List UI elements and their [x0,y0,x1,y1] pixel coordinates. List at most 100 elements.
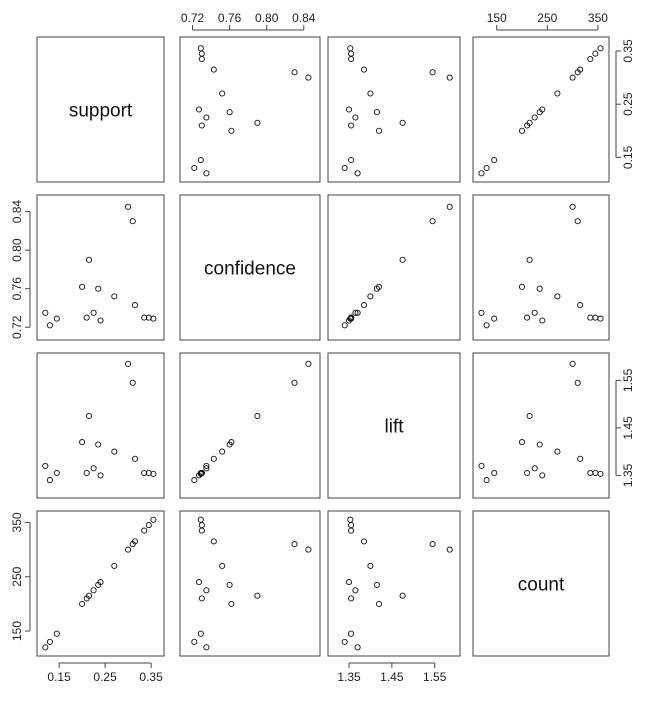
data-point [354,170,361,177]
data-point [198,522,205,529]
data-point [46,638,53,645]
data-point [150,315,157,322]
tick-label: 0.35 [139,670,163,684]
data-point [526,412,533,420]
panel-frame [327,194,461,341]
tick-label: 0.25 [93,670,117,684]
tick-label: 1.35 [337,670,361,684]
data-point [367,90,374,97]
panel-frame [327,36,461,183]
data-point [478,462,485,469]
data-point [141,469,148,477]
data-point [577,66,584,73]
data-point [360,66,368,73]
data-point [228,600,235,607]
data-point [592,50,599,57]
data-point [348,314,355,321]
data-point [348,55,355,63]
data-point [429,218,436,225]
data-point [536,441,543,448]
tick-label: 0.25 [621,92,635,116]
left-axis-count: 150 250 350 [10,512,31,641]
data-point [203,587,210,594]
variable-label-support: support [69,101,133,122]
data-point [373,285,380,292]
data-point [305,546,312,553]
data-point [85,412,93,420]
data-point [125,360,132,367]
data-point [125,546,132,553]
panel-count-vs-confidence [179,510,321,657]
data-point [526,119,533,126]
panel-frame [327,510,461,657]
variable-label-lift: lift [385,417,405,438]
panel-frame [36,352,165,499]
data-point [197,156,204,164]
tick-label: 0.15 [47,670,71,684]
data-point [352,587,359,594]
data-point [53,630,60,637]
data-point [197,45,204,52]
data-point [483,477,490,484]
data-point [539,317,546,324]
data-point [111,448,118,455]
data-point [203,114,210,121]
panel-count-vs-support [36,510,165,657]
diagonal-panel-confidence: confidence [179,194,321,341]
data-point [42,462,49,469]
data-point [90,309,97,316]
diagonal-panel-lift: lift [327,352,461,499]
data-point [129,379,136,386]
data-point [491,469,498,477]
data-point [491,156,498,164]
data-point [203,462,210,469]
data-point [219,562,226,569]
panel-lift-vs-confidence [179,352,321,499]
data-point [210,538,217,545]
data-point [291,69,298,76]
data-point [219,90,226,97]
data-point [446,74,453,81]
tick-label: 350 [10,512,24,532]
data-point [429,69,436,76]
panel-confidence-vs-support [36,194,165,341]
tick-label: 0.80 [255,11,279,25]
panel-confidence-vs-lift [327,194,461,341]
tick-label: 150 [487,11,507,25]
left-axis-confidence: 0.72 0.76 0.80 0.84 [10,200,31,339]
data-point [42,309,49,316]
panel-lift-vs-support [36,352,165,499]
data-point [446,203,453,210]
panel-support-vs-count [472,36,610,183]
panel-frame [179,36,321,183]
data-point [111,562,118,569]
data-point [399,119,406,126]
data-point [53,469,60,477]
data-point [228,127,235,134]
data-point [491,315,498,322]
data-point [577,302,584,309]
data-point [210,455,217,462]
data-point [539,106,546,113]
data-point [348,50,355,57]
top-axis-confidence: 0.72 0.76 0.80 0.84 [181,11,316,31]
tick-label: 0.72 [181,11,205,25]
data-point [347,516,354,523]
panel-frame [327,352,461,499]
bottom-axis-lift: 1.35 1.45 1.55 [337,662,447,684]
data-point [191,164,198,172]
data-point [197,470,204,477]
data-point [352,114,359,121]
data-point [429,541,436,548]
top-axis-count: 150 250 350 [487,11,608,31]
data-point [79,439,86,446]
data-point [131,455,139,462]
variable-label-confidence: confidence [204,259,296,280]
data-point [518,127,526,134]
data-point [518,439,526,446]
tick-label: 0.35 [621,39,635,63]
data-point [518,283,526,290]
panel-lift-vs-count [472,352,610,499]
tick-label: 0.72 [10,315,24,339]
panel-frame [179,352,321,499]
